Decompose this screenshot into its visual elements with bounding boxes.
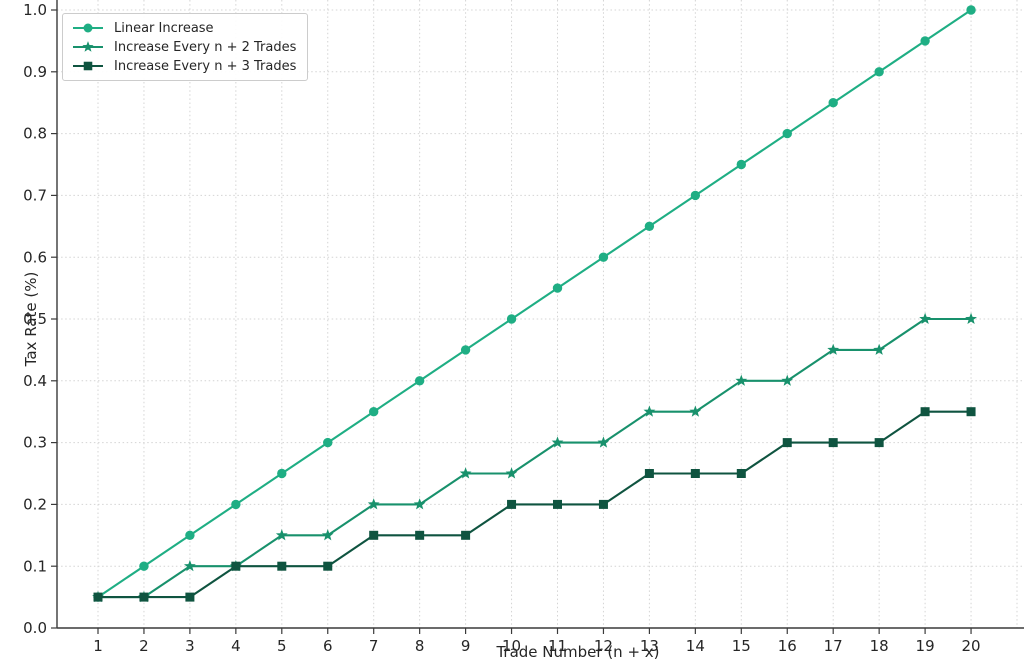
svg-text:16: 16 — [778, 637, 797, 655]
svg-text:0.9: 0.9 — [23, 63, 47, 81]
svg-text:4: 4 — [231, 637, 241, 655]
svg-text:9: 9 — [461, 637, 471, 655]
svg-text:18: 18 — [870, 637, 889, 655]
svg-text:20: 20 — [962, 637, 981, 655]
series-2 — [93, 407, 976, 602]
legend: Linear Increase Increase Every n + 2 Tra… — [62, 13, 309, 81]
svg-text:0.6: 0.6 — [23, 248, 47, 266]
y-tick-labels: 0.0 0.1 0.2 0.3 0.4 0.5 0.6 0.7 0.8 0.9 1.0 — [23, 1, 47, 637]
svg-text:0.2: 0.2 — [23, 496, 47, 514]
legend-label: Increase Every n + 2 Trades — [114, 39, 297, 55]
x-tick-labels: 1 2 3 4 5 6 7 8 9 10 11 12 13 14 15 16 17 18 19 20 — [93, 637, 980, 655]
svg-text:5: 5 — [277, 637, 287, 655]
svg-text:12: 12 — [594, 637, 613, 655]
svg-text:13: 13 — [640, 637, 659, 655]
legend-label: Linear Increase — [114, 20, 214, 36]
tick-marks — [51, 9, 972, 634]
x-axis-label: Trade Number (n + x) — [496, 643, 660, 661]
legend-marker-square-icon — [73, 61, 103, 71]
svg-text:2: 2 — [139, 637, 149, 655]
svg-text:0.3: 0.3 — [23, 434, 47, 452]
svg-text:15: 15 — [732, 637, 751, 655]
legend-item-increase-every-n2: Increase Every n + 2 Trades — [71, 39, 297, 55]
legend-item-linear-increase: Linear Increase — [71, 20, 296, 36]
svg-text:10: 10 — [502, 637, 521, 655]
series-1 — [92, 312, 977, 603]
legend-item-increase-every-n3: Increase Every n + 3 Trades — [71, 58, 297, 74]
svg-text:1.0: 1.0 — [23, 1, 47, 19]
svg-text:7: 7 — [369, 637, 379, 655]
svg-text:0.0: 0.0 — [23, 619, 47, 637]
svg-text:6: 6 — [323, 637, 333, 655]
svg-text:0.4: 0.4 — [23, 372, 47, 390]
y-axis-label: Tax Rate (%) — [22, 271, 40, 367]
svg-text:8: 8 — [415, 637, 425, 655]
gridlines — [57, 0, 1024, 628]
svg-text:0.8: 0.8 — [23, 125, 47, 143]
svg-text:14: 14 — [686, 637, 705, 655]
svg-text:17: 17 — [824, 637, 843, 655]
legend-marker-circle-icon — [73, 23, 103, 33]
svg-text:3: 3 — [185, 637, 195, 655]
svg-text:0.5: 0.5 — [23, 310, 47, 328]
svg-text:1: 1 — [93, 637, 103, 655]
svg-text:0.7: 0.7 — [23, 187, 47, 205]
svg-text:0.1: 0.1 — [23, 557, 47, 575]
series-0 — [93, 5, 976, 602]
svg-text:11: 11 — [548, 637, 567, 655]
legend-label: Increase Every n + 3 Trades — [114, 58, 297, 74]
legend-marker-star-icon — [73, 41, 103, 52]
svg-text:19: 19 — [916, 637, 935, 655]
axes-spines — [56, 0, 1024, 629]
